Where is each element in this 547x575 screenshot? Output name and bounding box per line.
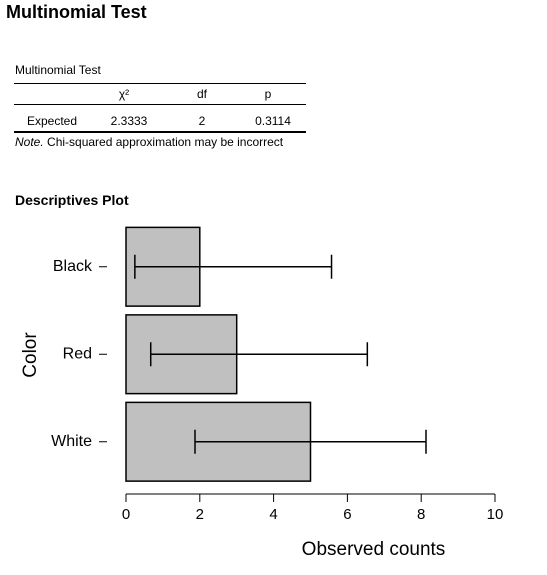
x-tick-label-6: 6 (343, 506, 351, 523)
table-note-text: Chi-squared approximation may be incorre… (47, 135, 283, 149)
table-note-label: Note. (15, 135, 44, 149)
x-axis-title: Observed counts (302, 539, 446, 560)
y-axis-title: Color (20, 332, 41, 378)
table-cell-df: 2 (190, 114, 214, 128)
table-top-rule (14, 83, 306, 84)
y-tick-label-black: Black (53, 258, 93, 275)
y-tick-label-red: Red (63, 345, 92, 362)
x-tick-label-10: 10 (487, 506, 504, 523)
table-caption: Multinomial Test (15, 63, 101, 77)
table-cell-chi-squared: 2.3333 (102, 114, 156, 128)
x-tick-label-2: 2 (196, 506, 204, 523)
plot-title: Descriptives Plot (15, 192, 129, 208)
x-tick-label-8: 8 (417, 506, 425, 523)
table-row-label: Expected (20, 114, 84, 128)
table-header-rule (14, 104, 306, 105)
column-header-chi-squared: χ² (102, 87, 146, 101)
column-header-df: df (184, 87, 220, 101)
descriptives-plot: Black Red White 0 2 4 6 8 10 Observed counts Color (0, 210, 547, 575)
table-note: Note. Chi-squared approximation may be i… (15, 135, 283, 149)
x-tick-label-4: 4 (269, 506, 277, 523)
y-tick-label-white: White (51, 433, 92, 450)
column-header-p: p (250, 87, 286, 101)
page-title: Multinomial Test (6, 2, 147, 23)
table-cell-p: 0.3114 (250, 114, 296, 128)
table-bottom-rule (14, 131, 306, 133)
x-tick-label-0: 0 (122, 506, 130, 523)
